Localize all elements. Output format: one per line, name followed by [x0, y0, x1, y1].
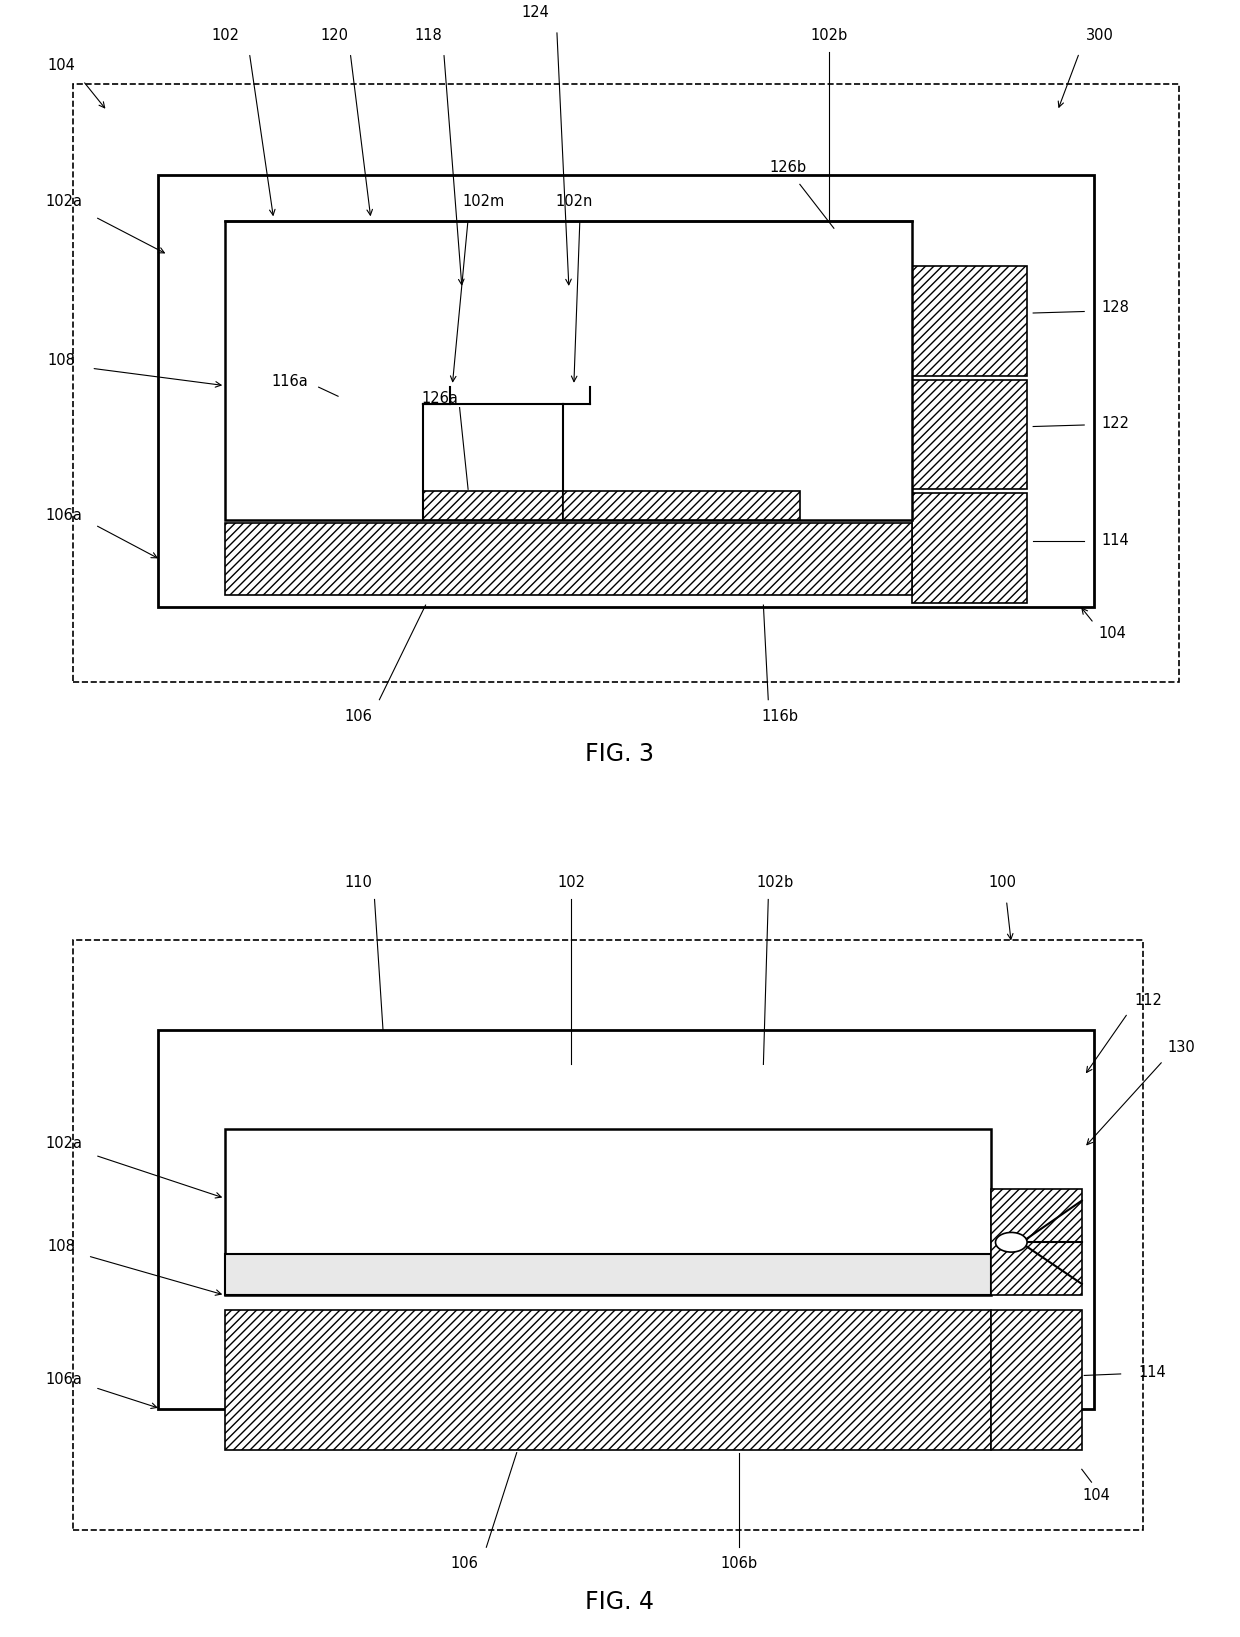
Bar	[73, 85, 1179, 683]
Text: 114: 114	[1102, 532, 1130, 547]
Text: 100: 100	[988, 876, 1017, 891]
Text: 104: 104	[1099, 625, 1126, 640]
Text: FIG. 4: FIG. 4	[585, 1590, 655, 1614]
Bar	[224, 1254, 991, 1295]
Bar	[423, 491, 563, 519]
Text: 106a: 106a	[45, 1372, 82, 1388]
Text: 114: 114	[1138, 1365, 1166, 1380]
Text: 124: 124	[521, 5, 549, 20]
Bar	[159, 175, 1094, 607]
Text: 128: 128	[1102, 300, 1130, 316]
Text: 118: 118	[414, 28, 441, 43]
Text: 122: 122	[1102, 416, 1130, 431]
Text: 112: 112	[1135, 992, 1163, 1008]
Bar	[911, 380, 1027, 489]
Bar	[224, 221, 911, 519]
Text: 104: 104	[1083, 1488, 1110, 1503]
Bar	[911, 267, 1027, 377]
Text: 110: 110	[345, 876, 373, 891]
Bar	[991, 1190, 1081, 1295]
Text: 102a: 102a	[45, 1136, 82, 1151]
Bar	[911, 493, 1027, 602]
Text: 116b: 116b	[761, 709, 799, 724]
Bar	[800, 228, 906, 316]
Circle shape	[996, 1233, 1027, 1252]
Text: 130: 130	[1168, 1039, 1195, 1054]
Text: 102a: 102a	[45, 195, 82, 210]
Text: 300: 300	[1086, 28, 1114, 43]
Text: 104: 104	[47, 57, 74, 74]
Text: 106b: 106b	[720, 1557, 758, 1572]
Text: 102b: 102b	[811, 28, 848, 43]
Text: 108: 108	[47, 354, 74, 368]
Text: 106: 106	[345, 709, 373, 724]
Text: 106a: 106a	[45, 509, 82, 524]
Text: 126b: 126b	[769, 160, 806, 175]
Text: 106: 106	[450, 1557, 479, 1572]
Bar	[991, 1310, 1081, 1450]
Text: 108: 108	[47, 1239, 74, 1254]
Bar	[224, 524, 911, 596]
Bar	[224, 1310, 991, 1450]
Text: 126a: 126a	[422, 391, 459, 406]
Text: 102m: 102m	[463, 195, 505, 210]
Bar	[73, 940, 1142, 1531]
Text: 120: 120	[320, 28, 348, 43]
Text: 102: 102	[558, 876, 585, 891]
Text: 116a: 116a	[272, 373, 308, 388]
Text: 102n: 102n	[556, 195, 593, 210]
Bar	[563, 491, 800, 519]
Bar	[224, 1130, 991, 1295]
Text: 102b: 102b	[756, 876, 794, 891]
Bar	[159, 1030, 1094, 1409]
Text: FIG. 3: FIG. 3	[585, 742, 655, 766]
Text: 102: 102	[211, 28, 239, 43]
